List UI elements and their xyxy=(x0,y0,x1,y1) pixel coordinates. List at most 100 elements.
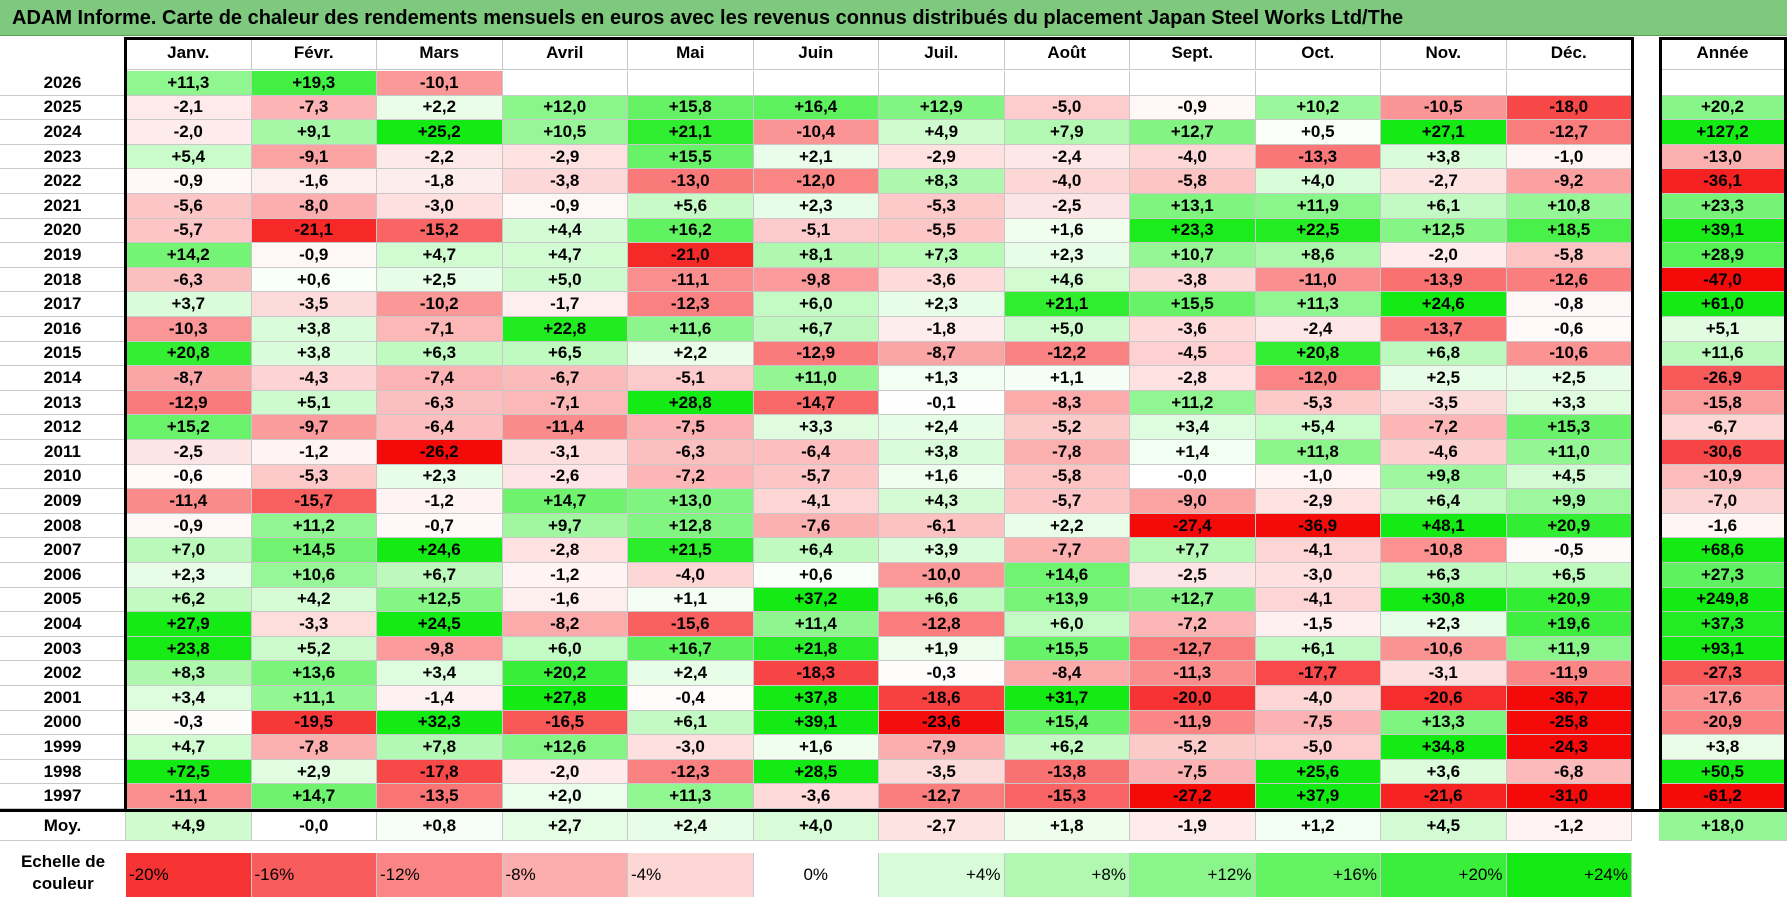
heatmap-cell: +2,4 xyxy=(628,661,754,686)
heatmap-cell: +20,9 xyxy=(1506,513,1632,539)
heatmap-cell: +13,0 xyxy=(628,489,754,514)
heatmap-cell: -5,1 xyxy=(628,366,754,391)
month-header: Avril xyxy=(502,37,628,70)
avg-cell: +4,0 xyxy=(753,812,879,841)
heatmap-cell: +21,1 xyxy=(1004,292,1130,317)
heatmap-cell: +6,1 xyxy=(1255,636,1381,662)
heatmap-cell: -27,2 xyxy=(1130,784,1256,809)
heatmap-cell: -4,5 xyxy=(1130,341,1256,367)
heatmap-cell: -17,7 xyxy=(1255,661,1381,686)
heatmap-cell: -3,0 xyxy=(377,194,503,219)
heatmap-cell: +1,9 xyxy=(879,636,1005,662)
heatmap-cell: +7,3 xyxy=(879,243,1005,268)
heatmap-cell: +5,4 xyxy=(1255,415,1381,440)
heatmap-cell: +4,9 xyxy=(879,120,1005,145)
heatmap-cell: -8,3 xyxy=(1004,390,1130,416)
heatmap-cell: -2,0 xyxy=(126,120,252,145)
heatmap-cell: +11,9 xyxy=(1506,636,1632,662)
heatmap-cell: -4,0 xyxy=(1255,686,1381,711)
annual-cell: +28,9 xyxy=(1659,243,1787,268)
heatmap-cell: +12,7 xyxy=(1130,120,1256,145)
heatmap-cell: +15,2 xyxy=(126,415,252,440)
heatmap-cell: +9,9 xyxy=(1506,489,1632,514)
year-label: 2008 xyxy=(0,513,126,539)
avg-cell: +2,7 xyxy=(502,812,628,841)
heatmap-cell: +3,8 xyxy=(251,317,377,342)
annual-cell: +11,6 xyxy=(1659,341,1787,367)
heatmap-cell: +3,9 xyxy=(879,538,1005,563)
annual-cell: +39,1 xyxy=(1659,218,1787,244)
heatmap-cell: -23,6 xyxy=(879,710,1005,736)
heatmap-cell: -0,6 xyxy=(126,464,252,490)
heatmap-cell: +12,5 xyxy=(377,587,503,613)
year-label: 2020 xyxy=(0,218,126,244)
heatmap-cell: +25,6 xyxy=(1255,759,1381,785)
annual-cell: -13,0 xyxy=(1659,144,1787,170)
heatmap-cell: +12,9 xyxy=(879,95,1005,121)
avg-cell: +1,2 xyxy=(1255,812,1381,841)
heatmap-cell: -6,7 xyxy=(502,366,628,391)
heatmap-cell: +3,4 xyxy=(1130,415,1256,440)
heatmap-cell: -5,7 xyxy=(1004,489,1130,514)
year-label: 2013 xyxy=(0,390,126,416)
heatmap-cell: -5,8 xyxy=(1004,464,1130,490)
heatmap-cell: +27,1 xyxy=(1381,120,1507,145)
heatmap-cell: -5,3 xyxy=(879,194,1005,219)
annual-cell: +3,8 xyxy=(1659,735,1787,760)
heatmap-cell: -5,7 xyxy=(126,218,252,244)
heatmap-cell: +19,6 xyxy=(1506,612,1632,637)
heatmap-cell: -11,9 xyxy=(1130,710,1256,736)
heatmap-cell: -1,8 xyxy=(879,317,1005,342)
year-label: 2017 xyxy=(0,292,126,317)
annual-cell: +127,2 xyxy=(1659,120,1787,145)
year-label: 1997 xyxy=(0,784,126,809)
heatmap-cell: +6,0 xyxy=(753,292,879,317)
avg-label: Moy. xyxy=(0,812,126,841)
heatmap-cell: -6,1 xyxy=(879,513,1005,539)
heatmap-cell: +8,6 xyxy=(1255,243,1381,268)
annual-cell: +50,5 xyxy=(1659,759,1787,785)
heatmap-cell: +4,3 xyxy=(879,489,1005,514)
heatmap-cell: +2,4 xyxy=(879,415,1005,440)
year-total-header: Année xyxy=(1659,37,1787,70)
heatmap-cell: +37,9 xyxy=(1255,784,1381,809)
heatmap-cell: -13,5 xyxy=(377,784,503,809)
heatmap-cell: +15,4 xyxy=(1004,710,1130,736)
heatmap-cell: -21,0 xyxy=(628,243,754,268)
heatmap-cell: +6,7 xyxy=(753,317,879,342)
heatmap-cell: -12,7 xyxy=(1506,120,1632,145)
heatmap-cell: -13,7 xyxy=(1381,317,1507,342)
heatmap-cell: +10,2 xyxy=(1255,95,1381,121)
heatmap-cell: -12,7 xyxy=(1130,636,1256,662)
heatmap-cell: -0,8 xyxy=(1506,292,1632,317)
heatmap-cell: +14,7 xyxy=(251,784,377,809)
heatmap-cell: -5,5 xyxy=(879,218,1005,244)
heatmap-cell: -18,0 xyxy=(1506,95,1632,121)
heatmap-cell: -12,0 xyxy=(1255,366,1381,391)
heatmap-cell: +6,5 xyxy=(1506,563,1632,588)
heatmap-cell: -3,0 xyxy=(628,735,754,760)
heatmap-cell: +5,0 xyxy=(1004,317,1130,342)
avg-cell: -0,0 xyxy=(251,812,377,841)
heatmap-cell: +2,2 xyxy=(377,95,503,121)
heatmap-cell: +6,7 xyxy=(377,563,503,588)
heatmap-cell: -21,1 xyxy=(251,218,377,244)
heatmap-cell: -6,3 xyxy=(377,390,503,416)
heatmap-cell: +24,5 xyxy=(377,612,503,637)
heatmap-cell: -5,0 xyxy=(1004,95,1130,121)
heatmap-cell: +8,3 xyxy=(126,661,252,686)
heatmap-cell: -7,3 xyxy=(251,95,377,121)
heatmap-cell: +14,5 xyxy=(251,538,377,563)
heatmap-cell: +8,1 xyxy=(753,243,879,268)
month-header: Janv. xyxy=(126,37,252,70)
scale-swatch: -12% xyxy=(377,853,503,897)
heatmap-cell: +4,7 xyxy=(377,243,503,268)
heatmap-cell: -11,1 xyxy=(126,784,252,809)
heatmap-cell: +11,2 xyxy=(251,513,377,539)
heatmap-cell: -3,1 xyxy=(502,440,628,465)
heatmap-cell: -2,8 xyxy=(502,538,628,563)
scale-swatch: -8% xyxy=(502,853,628,897)
heatmap-cell xyxy=(1255,71,1381,96)
heatmap-cell: +37,2 xyxy=(753,587,879,613)
year-label: 2002 xyxy=(0,661,126,686)
